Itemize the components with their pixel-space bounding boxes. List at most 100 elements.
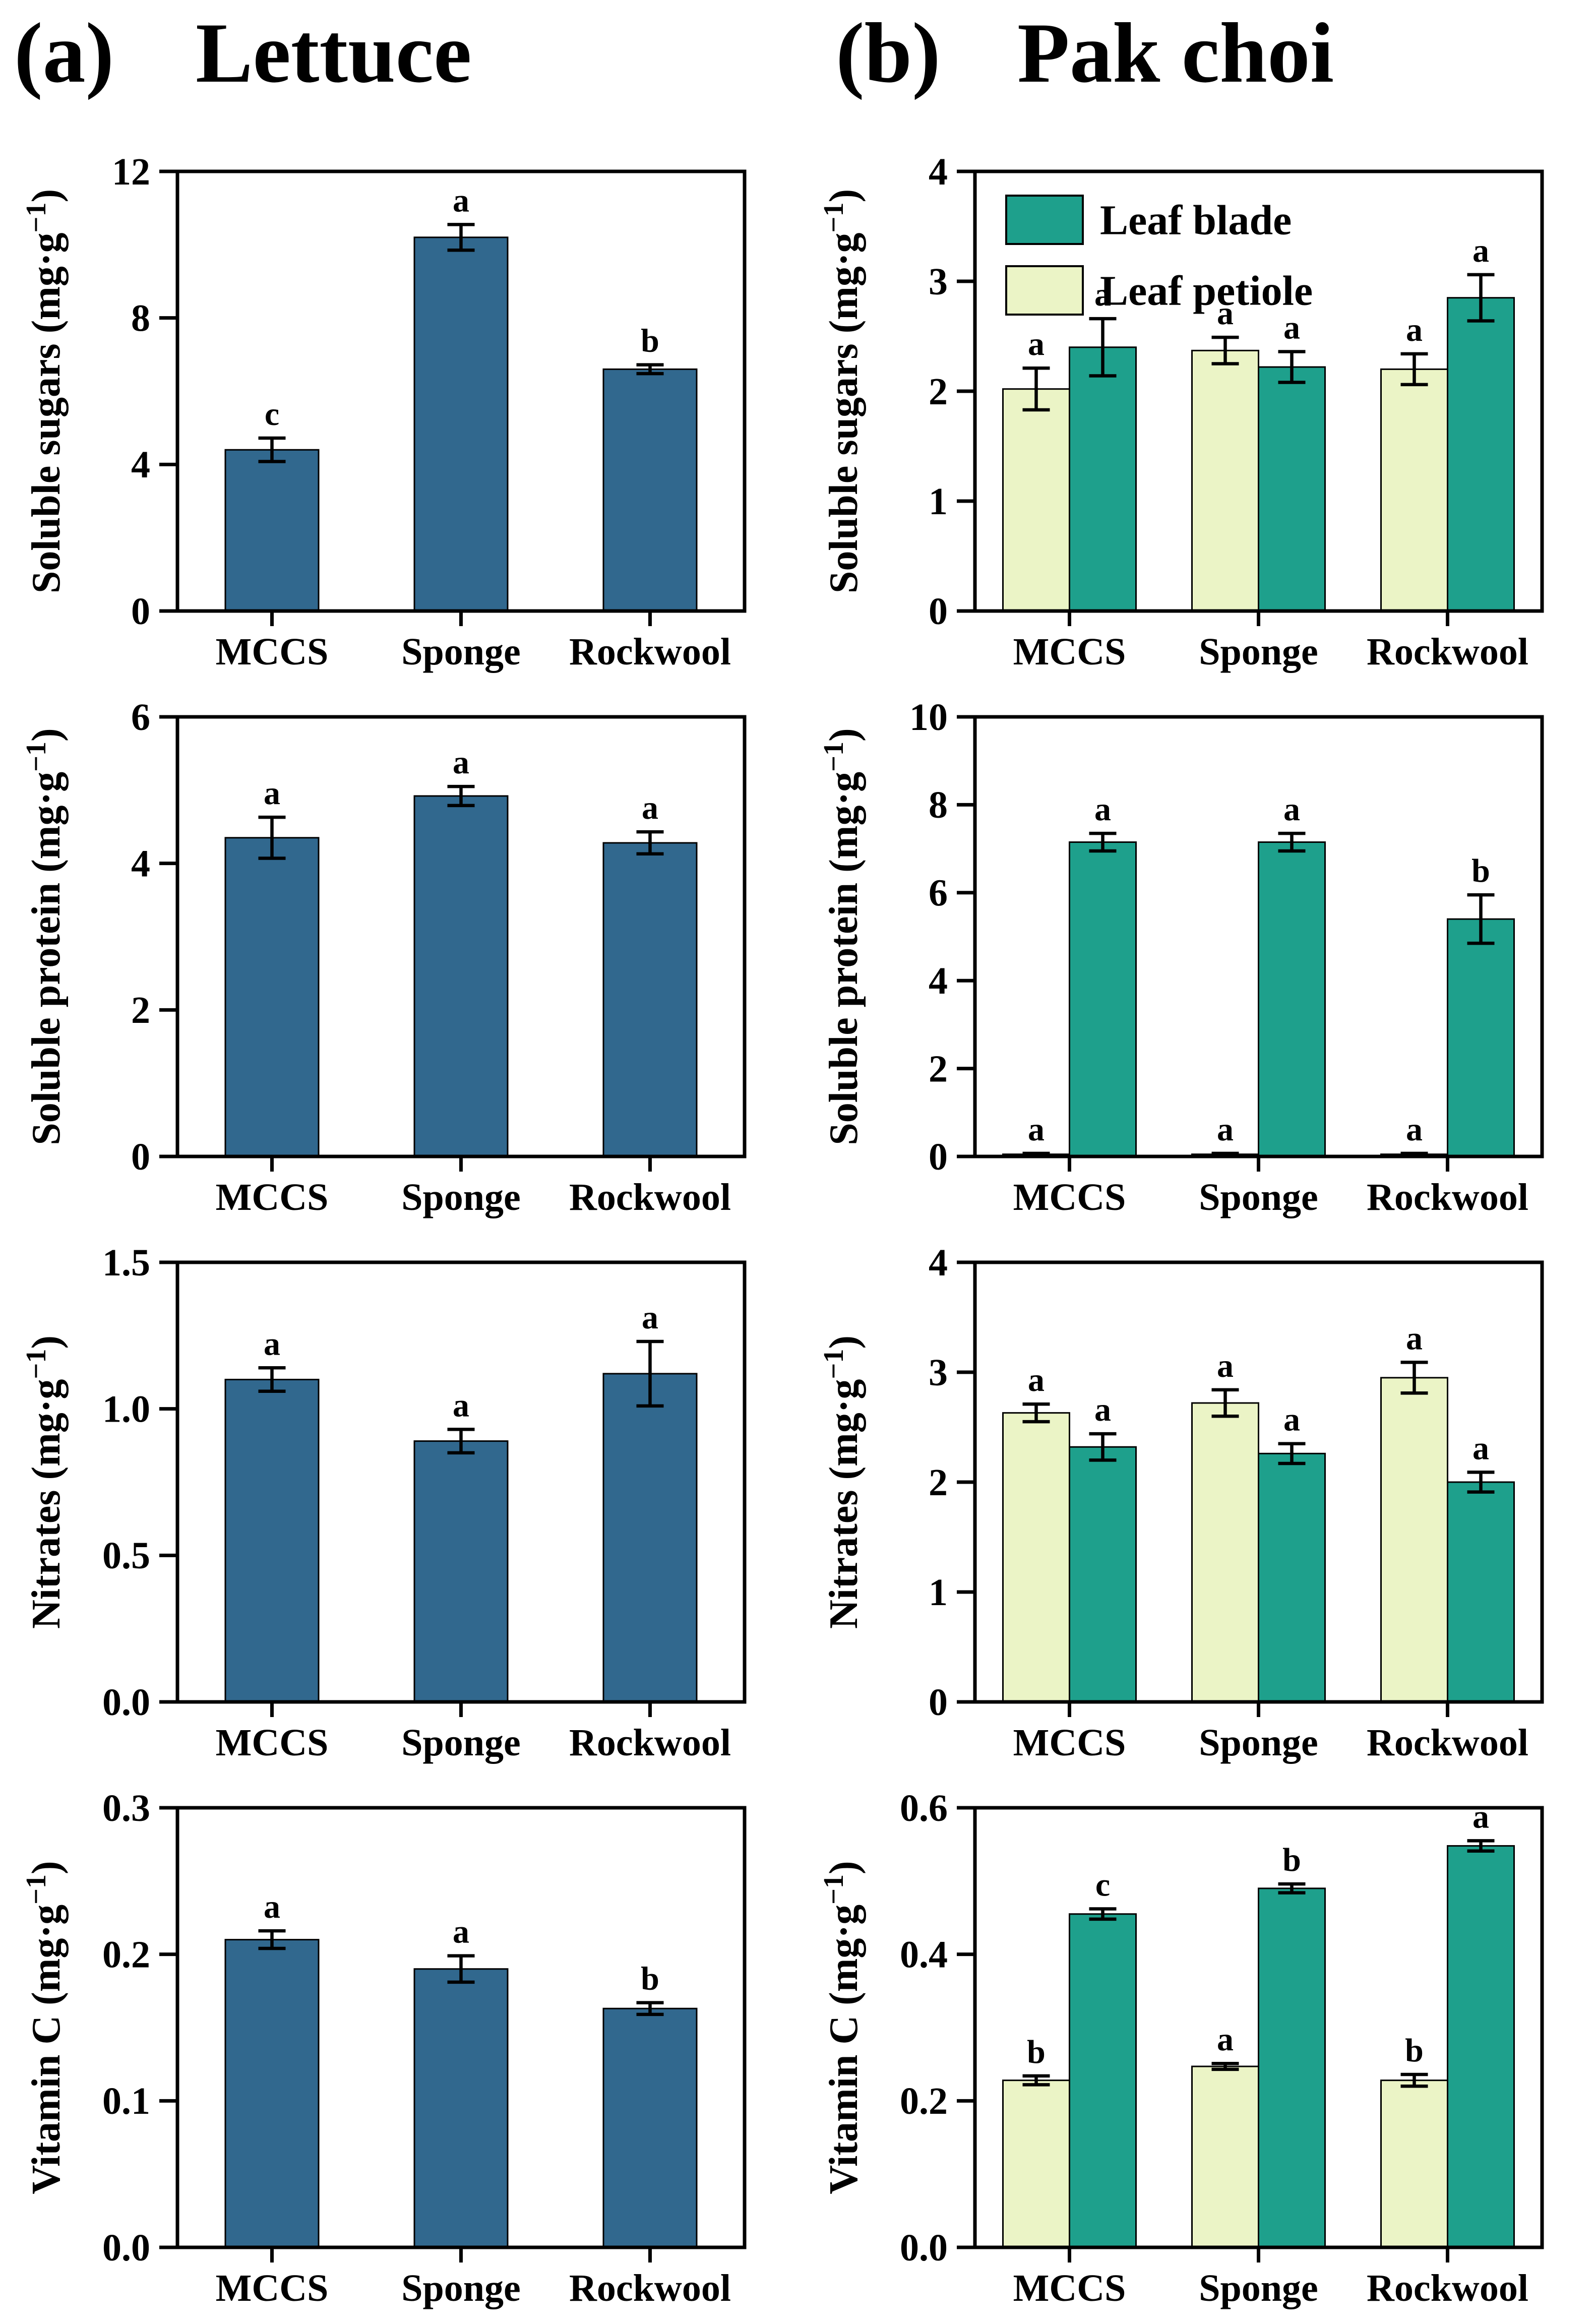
error-bar (258, 1366, 286, 1393)
y-tick-label: 0 (131, 590, 150, 633)
y-tick-label: 2 (929, 1461, 948, 1504)
sig-letter: b (1027, 2034, 1046, 2070)
y-axis-label: Nitrates (mg·g−1) (818, 1335, 866, 1629)
x-tick-label: Rockwool (569, 1176, 731, 1218)
x-tick-label: Rockwool (1367, 1176, 1528, 1218)
bar (1069, 841, 1137, 1157)
y-tick-label: 0.3 (102, 1787, 150, 1829)
x-tick-label: Rockwool (569, 2267, 731, 2309)
sig-letter: a (1473, 1430, 1489, 1466)
chart-lettuce-soluble-sugars-svg: 0 4 8 12 MCCS c Sponge a Rockwool b Soluble sugars… (21, 151, 747, 673)
bar (1002, 1412, 1070, 1703)
x-tick-label: MCCS (216, 1722, 329, 1764)
bar (1380, 2080, 1448, 2248)
sig-letter: a (1028, 1111, 1045, 1148)
x-tick-label: MCCS (1013, 1722, 1126, 1764)
y-tick-label: 0 (929, 1681, 948, 1724)
error-bar (1211, 335, 1239, 365)
y-axis-label: Vitamin C (mg·g−1) (818, 1861, 866, 2194)
bar (1002, 2080, 1070, 2248)
error-bar (447, 1954, 475, 1984)
error-bar (636, 830, 664, 856)
y-tick-label: 10 (909, 696, 948, 739)
y-tick-label: 1.5 (102, 1242, 150, 1284)
x-tick-label: MCCS (1013, 2267, 1126, 2309)
bar (1258, 1452, 1326, 1703)
error-bar (1278, 831, 1306, 853)
panel-a-title: Lettuce (196, 6, 472, 100)
x-tick-label: Sponge (401, 1176, 521, 1218)
x-tick-label: MCCS (216, 2267, 329, 2309)
sig-letter: a (1094, 1391, 1111, 1428)
error-bar (1400, 2072, 1428, 2088)
x-tick-label: Rockwool (569, 631, 731, 673)
y-tick-label: 0.2 (102, 1934, 150, 1976)
sig-letter: b (1282, 1842, 1301, 1878)
x-tick-label: MCCS (1013, 631, 1126, 673)
bar (224, 449, 320, 612)
y-tick-label: 2 (929, 371, 948, 413)
error-bar (1278, 1442, 1306, 1465)
plot-frame (175, 715, 747, 1158)
sig-letter: a (642, 789, 658, 826)
sig-letter: b (641, 323, 659, 359)
bar (1002, 388, 1070, 612)
sig-letter: b (1471, 852, 1490, 889)
error-bar (1022, 1402, 1050, 1424)
sig-letter: a (1028, 1362, 1045, 1398)
plot-frame (973, 1260, 1544, 1704)
bar (602, 368, 698, 612)
x-tick-label: MCCS (216, 631, 329, 673)
error-bar (447, 784, 475, 808)
y-tick-label: 1.0 (102, 1388, 150, 1431)
sig-letter: a (1028, 326, 1045, 362)
error-bar (447, 1428, 475, 1455)
error-bar (1400, 1361, 1428, 1395)
bar (1191, 2065, 1259, 2248)
sig-letter: a (1217, 295, 1234, 332)
chart-pakchoi-soluble-protein-svg: 0 2 4 6 8 10 MCCS a a Sponge a a Rockwool a b Soluble p… (818, 696, 1544, 1218)
x-tick-label: Rockwool (1367, 631, 1528, 673)
chart-lettuce-soluble-protein: 0 2 4 6 MCCS a Sponge a Rockwool a Soluble protein… (0, 687, 798, 1232)
chart-pakchoi-soluble-protein: 0 2 4 6 8 10 MCCS a a Sponge a a Rockwool a b Soluble p… (798, 687, 1595, 1232)
y-tick-label: 2 (131, 989, 150, 1031)
x-tick-label: MCCS (216, 1176, 329, 1218)
y-tick-label: 4 (929, 1242, 948, 1284)
y-tick-label: 0.5 (102, 1535, 150, 1577)
sig-letter: a (642, 1299, 658, 1336)
y-axis-label: Vitamin C (mg·g−1) (21, 1861, 69, 2194)
sig-letter: b (641, 1961, 659, 1997)
y-tick-label: 0 (929, 590, 948, 633)
y-tick-label: 8 (929, 784, 948, 826)
x-tick-label: Rockwool (1367, 2267, 1528, 2309)
error-bar (1467, 893, 1495, 945)
sig-letter: a (1283, 791, 1300, 828)
panel-a-label: (a) (14, 6, 114, 100)
y-tick-label: 0.4 (900, 1934, 948, 1976)
bar (1258, 366, 1326, 612)
sig-letter: a (1406, 1320, 1423, 1357)
error-bar (1089, 1432, 1117, 1462)
y-tick-label: 8 (131, 297, 150, 340)
bar (1447, 918, 1515, 1157)
y-axis-label: Soluble protein (mg·g−1) (818, 728, 866, 1145)
bar (224, 837, 320, 1157)
bar (1258, 1887, 1326, 2248)
error-bar (258, 436, 286, 463)
sig-letter: a (453, 1914, 469, 1950)
error-bar (1400, 352, 1428, 387)
x-tick-label: Sponge (1199, 2267, 1318, 2309)
x-tick-label: Sponge (401, 1722, 521, 1764)
y-axis-label: Soluble sugars (mg·g−1) (818, 189, 866, 593)
bar (1069, 1913, 1137, 2248)
y-tick-label: 0 (131, 1136, 150, 1178)
bar (602, 1373, 698, 1703)
bar (1380, 1377, 1448, 1703)
error-bar (1089, 317, 1117, 378)
bar (1447, 297, 1515, 612)
bar (1069, 1446, 1137, 1703)
sig-letter: c (265, 396, 279, 433)
y-axis-label: Soluble protein (mg·g−1) (21, 728, 69, 1145)
error-bar (1089, 831, 1117, 853)
plot-frame (175, 1260, 747, 1704)
